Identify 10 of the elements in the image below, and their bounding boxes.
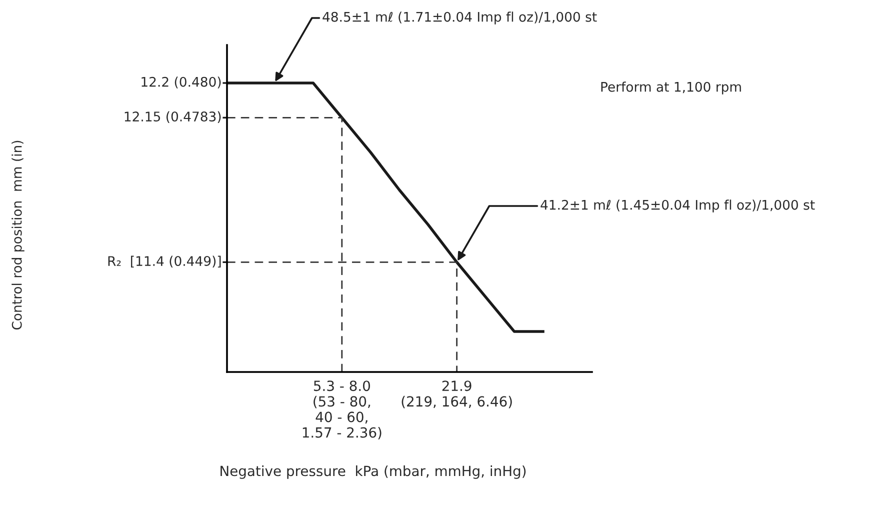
annotation: R₂ [11.4 (0.449)]	[108, 256, 221, 268]
text: Perform at 1,100 rpm	[601, 82, 741, 94]
annotation: 41.2±1 mℓ (1.45±0.04 Imp fl oz)/1,000 st	[540, 200, 815, 212]
x-tick-label: 5.3 - 8.0 (53 - 80, 40 - 60, 1.57 - 2.36)	[302, 380, 382, 440]
x-axis-title: Negative pressure kPa (mbar, mmHg, inHg)	[220, 465, 526, 479]
text: 48.5±1 mℓ (1.71±0.04 Imp fl oz)/1,000 st	[322, 12, 597, 24]
text: Control rod position mm (in)	[12, 140, 24, 330]
x-tick-label: 21.9 (219, 164, 6.46)	[402, 380, 512, 408]
annotation: 12.15 (0.4783)	[124, 111, 221, 124]
annotation: 12.2 (0.480)	[142, 76, 221, 88]
